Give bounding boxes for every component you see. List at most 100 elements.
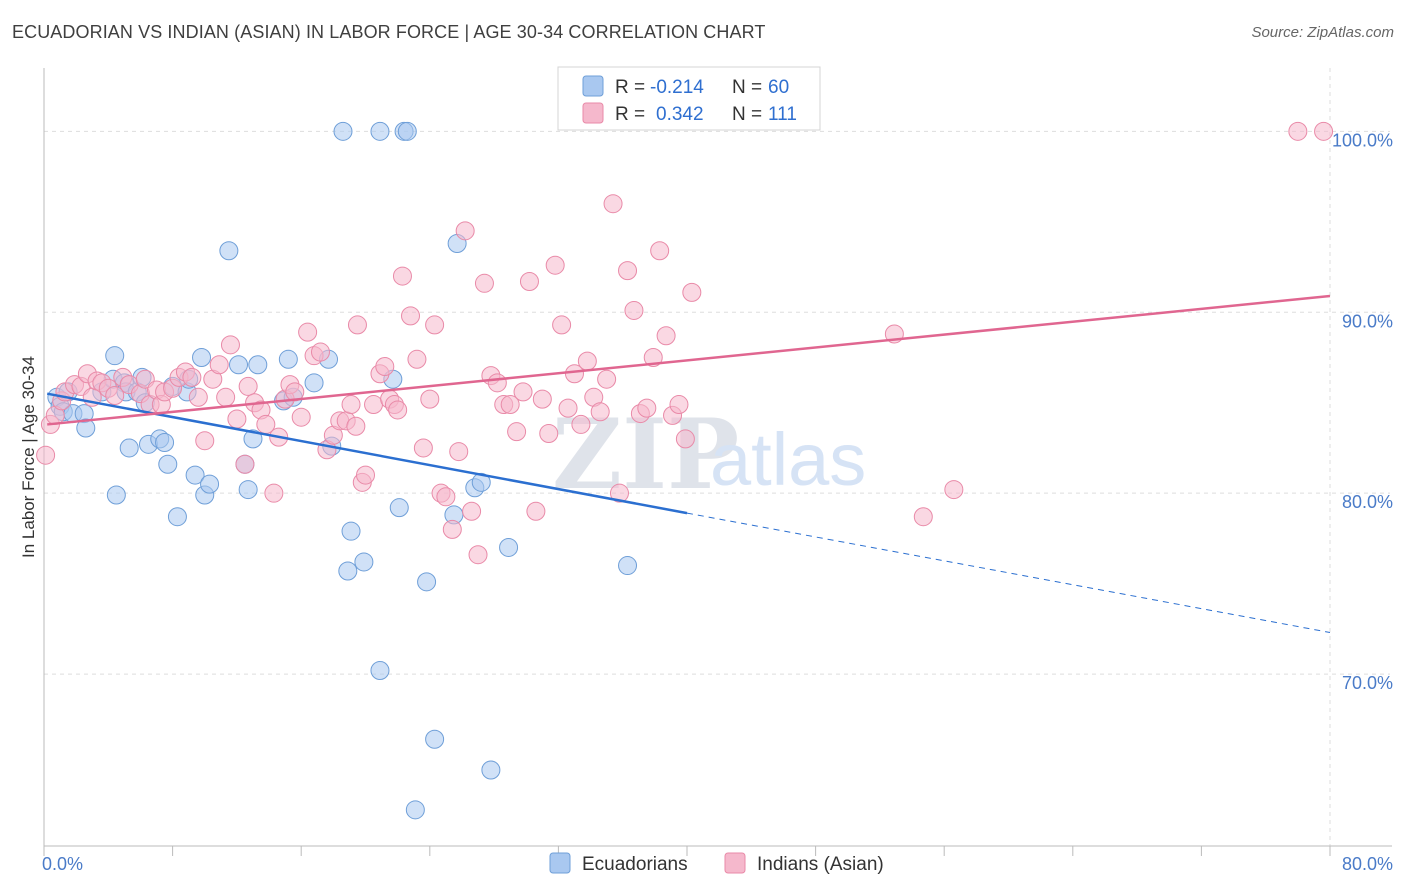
ecuadorian-point-10 bbox=[106, 485, 126, 505]
indian-point-24 bbox=[182, 367, 202, 387]
indian-point-69 bbox=[442, 519, 462, 539]
ecuadorian-point-45 bbox=[389, 498, 409, 518]
indian-point-85 bbox=[545, 255, 565, 275]
ecuadorian-point-53 bbox=[425, 729, 445, 749]
indian-point-42 bbox=[291, 407, 311, 427]
tick-labels: 100.0% 90.0% 80.0% 70.0% 0.0% 80.0% bbox=[42, 130, 1393, 874]
ecuadorian-point-13 bbox=[119, 438, 139, 458]
ecuadorian-point-50 bbox=[405, 800, 425, 820]
legend-r-label-ecuadorians: R = bbox=[615, 77, 645, 98]
indian-point-57 bbox=[375, 357, 395, 377]
indian-point-62 bbox=[401, 306, 421, 326]
indian-trend-line bbox=[47, 294, 1331, 426]
indian-point-100 bbox=[643, 347, 663, 367]
ecuadorian-point-49 bbox=[417, 572, 437, 592]
legend: R = -0.214 N = 60 R = 0.342 N = 111 bbox=[557, 66, 821, 131]
indian-point-76 bbox=[487, 373, 507, 393]
ecuadorian-point-36 bbox=[278, 349, 298, 369]
indian-point-73 bbox=[468, 545, 488, 565]
indian-point-51 bbox=[346, 416, 366, 436]
x-tick-label-0: 0.0% bbox=[42, 854, 83, 874]
indian-point-86 bbox=[552, 315, 572, 335]
indian-point-84 bbox=[539, 423, 559, 443]
ecuadorian-point-51 bbox=[370, 660, 390, 680]
indian-point-0 bbox=[36, 445, 56, 465]
legend-r-value-indians: 0.342 bbox=[656, 104, 704, 125]
indian-point-108 bbox=[944, 480, 964, 500]
chart-source: Source: ZipAtlas.com bbox=[1251, 24, 1394, 41]
indian-point-109 bbox=[1288, 121, 1308, 141]
indian-point-102 bbox=[656, 326, 676, 346]
indian-point-99 bbox=[637, 398, 657, 418]
indian-point-80 bbox=[513, 382, 533, 402]
y-tick-label-1: 90.0% bbox=[1342, 311, 1393, 331]
indian-point-82 bbox=[526, 501, 546, 521]
indian-point-92 bbox=[590, 402, 610, 422]
y-axis-title: In Labor Force | Age 30-34 bbox=[19, 356, 38, 558]
indian-point-26 bbox=[195, 431, 215, 451]
y-tick-label-2: 80.0% bbox=[1342, 492, 1393, 512]
legend-r-value-ecuadorians: -0.214 bbox=[650, 77, 704, 98]
indian-point-101 bbox=[650, 241, 670, 261]
ecuadorian-point-47 bbox=[370, 121, 390, 141]
y-tick-label-3: 70.0% bbox=[1342, 673, 1393, 693]
indian-point-89 bbox=[571, 414, 591, 434]
legend-r-label-indians: R = bbox=[615, 104, 645, 125]
ecuadorian-point-46 bbox=[333, 121, 353, 141]
indian-point-30 bbox=[220, 335, 240, 355]
indian-point-104 bbox=[669, 395, 689, 415]
indian-point-97 bbox=[624, 300, 644, 320]
indian-point-96 bbox=[618, 261, 638, 281]
indian-point-61 bbox=[392, 266, 412, 286]
indian-point-79 bbox=[507, 422, 527, 442]
indian-point-31 bbox=[227, 409, 247, 429]
legend-swatch-indians bbox=[582, 102, 604, 124]
bottom-legend-swatch-ecuadorians bbox=[549, 852, 571, 874]
indian-point-43 bbox=[298, 322, 318, 342]
ecuadorian-trend-extension bbox=[686, 512, 1331, 633]
indian-point-25 bbox=[188, 387, 208, 407]
x-tick-label-1: 80.0% bbox=[1342, 854, 1393, 874]
bottom-legend-swatch-indians bbox=[724, 852, 746, 874]
indian-point-45 bbox=[310, 342, 330, 362]
bottom-legend: Ecuadorians Indians (Asian) bbox=[549, 852, 884, 875]
legend-n-value-indians: 111 bbox=[768, 104, 797, 125]
ecuadorian-point-25 bbox=[185, 465, 205, 485]
indian-point-64 bbox=[413, 438, 433, 458]
ecuadorian-point-59 bbox=[499, 537, 519, 557]
bottom-legend-indians: Indians (Asian) bbox=[757, 854, 884, 875]
ecuadorian-point-43 bbox=[354, 552, 374, 572]
ecuadorian-point-58 bbox=[481, 760, 501, 780]
ecuadorian-point-57 bbox=[471, 472, 491, 492]
ecuadorian-point-38 bbox=[304, 373, 324, 393]
indian-point-29 bbox=[216, 387, 236, 407]
indian-point-33 bbox=[238, 376, 258, 396]
indian-point-60 bbox=[388, 400, 408, 420]
indian-point-90 bbox=[577, 351, 597, 371]
indian-point-72 bbox=[462, 501, 482, 521]
indian-point-106 bbox=[682, 282, 702, 302]
indian-point-78 bbox=[500, 395, 520, 415]
bottom-legend-ecuadorians: Ecuadorians bbox=[582, 854, 688, 875]
watermark-atlas: atlas bbox=[710, 418, 866, 501]
ecuadorian-point-28 bbox=[200, 474, 220, 494]
ecuadorian-point-42 bbox=[341, 521, 361, 541]
indian-point-81 bbox=[519, 271, 539, 291]
ecuadorian-point-22 bbox=[167, 507, 187, 527]
ecuadorian-point-9 bbox=[105, 346, 125, 366]
indian-point-63 bbox=[407, 349, 427, 369]
y-tick-label-0: 100.0% bbox=[1332, 130, 1393, 150]
indian-point-28 bbox=[209, 355, 229, 375]
indian-point-50 bbox=[341, 395, 361, 415]
ecuadorian-point-60 bbox=[618, 556, 638, 576]
ecuadorian-point-26 bbox=[192, 347, 212, 367]
indian-point-37 bbox=[264, 483, 284, 503]
indian-point-110 bbox=[1314, 121, 1334, 141]
indian-point-93 bbox=[597, 369, 617, 389]
ecuadorian-point-29 bbox=[219, 241, 239, 261]
ecuadorian-point-33 bbox=[243, 429, 263, 449]
legend-n-value-ecuadorians: 60 bbox=[768, 77, 789, 98]
ecuadorian-point-41 bbox=[338, 561, 358, 581]
indian-point-55 bbox=[364, 395, 384, 415]
indian-point-71 bbox=[455, 221, 475, 241]
